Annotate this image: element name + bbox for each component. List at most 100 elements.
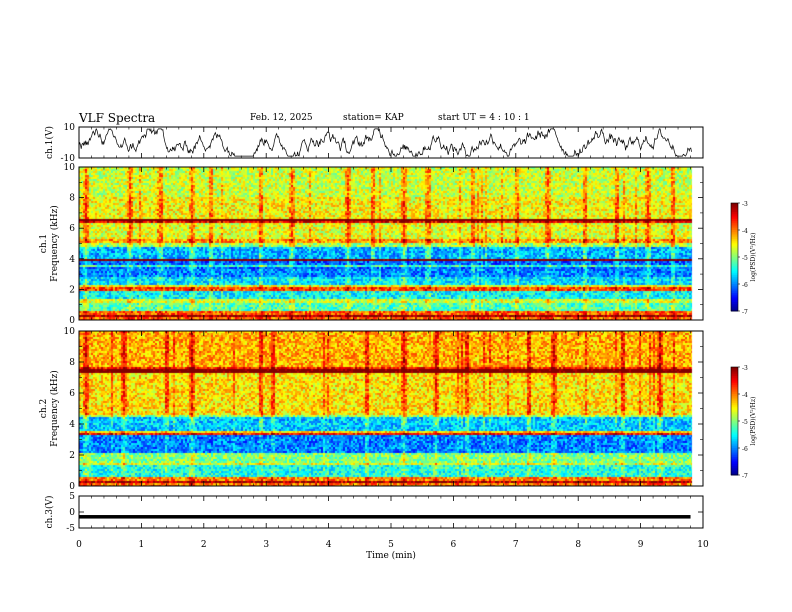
ch1-colorbar-segment — [731, 255, 738, 258]
ch2-colorbar-segment — [731, 426, 738, 429]
ch1-waveform — [78, 127, 692, 158]
ch2-colorbar-segment — [731, 449, 738, 453]
ch2-colorbar-segment — [731, 437, 738, 440]
ch3-ytick-label: -5 — [66, 524, 75, 534]
ch2-colorbar-segment — [731, 419, 738, 422]
ch1-colorbar-segment — [731, 264, 738, 267]
ch2-colorbar-segment — [731, 457, 738, 460]
ch2-colorbar-tick-label: -5 — [742, 419, 748, 426]
ch1-colorbar-segment — [731, 217, 738, 220]
ch1-colorbar-segment — [731, 253, 738, 256]
x-axis-label: Time (min) — [366, 550, 416, 561]
ch2-colorbar-segment — [731, 471, 738, 474]
ch1-colorbar-segment — [731, 300, 738, 303]
ch1-colorbar-segment — [731, 262, 738, 265]
ch2-colorbar-segment — [731, 444, 738, 447]
ch1-colorbar-segment — [731, 309, 738, 312]
ch1-colorbar-segment — [731, 208, 738, 211]
ch1-colorbar-segment — [731, 303, 738, 307]
ch1-colorbar-segment — [731, 210, 738, 213]
ch1-colorbar-segment — [731, 228, 738, 231]
ch1-colorbar-segment — [731, 275, 738, 278]
ch1-colorbar-segment — [731, 267, 738, 271]
ch2-colorbar-segment — [731, 394, 738, 397]
ch2-colorbar-segment — [731, 451, 738, 454]
ch1-colorbar-tick-label: -7 — [742, 309, 748, 316]
ch2-spectrogram — [79, 331, 703, 486]
ch2-colorbar-segment — [731, 397, 738, 400]
ch1-colorbar-segment — [731, 215, 738, 218]
ch1-ytick-label: 10 — [64, 163, 76, 173]
ch1-colorbar-segment — [731, 291, 738, 294]
ch2-colorbar-segment — [731, 458, 738, 462]
ch1-colorbar-segment — [731, 257, 738, 260]
x-tick-label: 0 — [76, 540, 82, 550]
ch1-colorbar-label: log(PSD)(V²/Hz) — [750, 233, 757, 282]
ch2-colorbar-segment — [731, 390, 738, 393]
ch2-colorbar-segment — [731, 417, 738, 420]
ch2-colorbar-segment — [731, 376, 738, 379]
ch1-colorbar-segment — [731, 222, 738, 226]
ch1-colorbar-segment — [731, 269, 738, 272]
x-tick-label: 10 — [697, 540, 709, 550]
ch2-colorbar-segment — [731, 424, 738, 427]
ch2-colorbar-segment — [731, 462, 738, 465]
ch1-colorbar-segment — [731, 212, 738, 215]
ch2-colorbar-segment — [731, 453, 738, 456]
ch1-colorbar-segment — [731, 305, 738, 308]
ch2-ytick-label: 2 — [69, 451, 75, 461]
ch2-colorbar-tick-label: -7 — [742, 473, 748, 480]
ch2-colorbar-segment — [731, 467, 738, 471]
ch2-colorbar-segment — [731, 370, 738, 373]
ch1-colorbar-segment — [731, 240, 738, 244]
ch2-colorbar-label: log(PSD)(V²/Hz) — [750, 397, 757, 446]
x-tick-label: 3 — [263, 540, 269, 550]
ch1-colorbar-segment — [731, 206, 738, 209]
ch1-colorbar-segment — [731, 233, 738, 236]
ch2-ylabel-frequency: Frequency (kHz) — [49, 370, 60, 447]
ch2-colorbar-segment — [731, 408, 738, 411]
ch1-colorbar-segment — [731, 298, 738, 301]
ch2-ytick-label: 4 — [69, 420, 75, 430]
ch2-ytick-label: 6 — [69, 389, 75, 399]
ch1-colorbar-segment — [731, 289, 738, 292]
ch3-ylabel: ch.3(V) — [44, 496, 55, 529]
ch1-colorbar-tick-label: -4 — [742, 228, 748, 235]
ch2-colorbar-segment — [731, 374, 738, 377]
x-tick-label: 5 — [388, 540, 394, 550]
ch1-colorbar-segment — [731, 224, 738, 227]
ch1-colorbar-segment — [731, 231, 738, 235]
ch2-colorbar-segment — [731, 401, 738, 404]
ch2-ytick-label: 0 — [69, 482, 75, 492]
ch2-colorbar-segment — [731, 395, 738, 399]
ch1-trace — [78, 127, 692, 158]
ch2-colorbar-segment — [731, 431, 738, 435]
ch1-colorbar-segment — [731, 276, 738, 280]
ch2-spectrogram-image — [79, 331, 703, 486]
ch1-colorbar-segment — [731, 244, 738, 247]
ch1-colorbar-segment — [731, 213, 738, 217]
ch1-colorbar-segment — [731, 219, 738, 222]
ch2-colorbar-segment — [731, 368, 738, 372]
ch1-colorbar-segment — [731, 248, 738, 251]
ch1-colorbar-segment — [731, 293, 738, 296]
ch2-colorbar-segment — [731, 473, 738, 476]
ch2-colorbar-segment — [731, 430, 738, 433]
ch3-ytick-label: 0 — [69, 508, 75, 518]
ch2-colorbar-segment — [731, 415, 738, 418]
ch3-ytick-label: 5 — [69, 492, 75, 502]
ch2-colorbar-segment — [731, 442, 738, 445]
ch1-colorbar-segment — [731, 249, 738, 253]
ch2-colorbar-segment — [731, 392, 738, 395]
ch2-colorbar-segment — [731, 421, 738, 424]
ch2-colorbar-segment — [731, 440, 738, 444]
x-tick-label: 7 — [513, 540, 519, 550]
start-time-label: start UT = 4 : 10 : 1 — [438, 113, 530, 123]
ch1-colorbar-segment — [731, 203, 738, 206]
ch2-colorbar-segment — [731, 448, 738, 451]
ch2-colorbar-segment — [731, 455, 738, 458]
ch1-ylabel-channel: ch.1 — [39, 234, 49, 253]
ch2-colorbar-segment — [731, 406, 738, 409]
